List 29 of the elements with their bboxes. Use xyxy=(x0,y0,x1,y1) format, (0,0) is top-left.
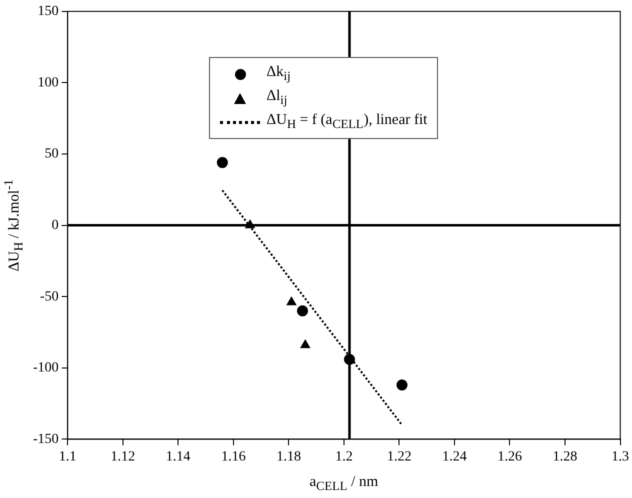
y-tick-label: -150 xyxy=(32,432,59,447)
legend-label: Δk$_{ij}$ xyxy=(266,64,291,84)
point xyxy=(245,220,255,228)
legend-label: Δl$_{ij}$ xyxy=(266,88,288,108)
x-axis-title: a$_{CELL}$ / nm xyxy=(309,474,378,494)
point xyxy=(300,340,310,348)
x-tick-label: 1.16 xyxy=(221,449,246,464)
point xyxy=(297,305,308,316)
x-tick-label: 1.1 xyxy=(58,449,76,464)
x-tick-label: 1.14 xyxy=(166,449,190,464)
x-tick-label: 1.22 xyxy=(386,449,412,464)
legend-label: ΔU$_{H}$ = f (a$_{CELL}$), linear fit xyxy=(266,112,428,132)
y-tick-label: 150 xyxy=(38,4,59,20)
y-tick-label: -50 xyxy=(40,289,59,304)
x-tick-label: 1.18 xyxy=(276,449,301,464)
x-tick-label: 1.24 xyxy=(442,449,467,464)
point xyxy=(216,157,228,168)
y-tick-label: -100 xyxy=(32,360,59,376)
x-tick-label: 1.26 xyxy=(497,449,522,464)
x-tick-label: 1.28 xyxy=(552,449,578,464)
point xyxy=(344,354,355,365)
point xyxy=(396,380,408,391)
point xyxy=(286,296,296,306)
x-tick-label: 1.2 xyxy=(335,449,353,464)
y-tick-label: 100 xyxy=(38,75,59,90)
x-tick-label: 1.12 xyxy=(110,449,136,464)
x-tick-label: 1.3 xyxy=(612,449,629,464)
y-tick-label: 50 xyxy=(44,146,59,162)
y-tick-label: 0 xyxy=(52,218,59,233)
